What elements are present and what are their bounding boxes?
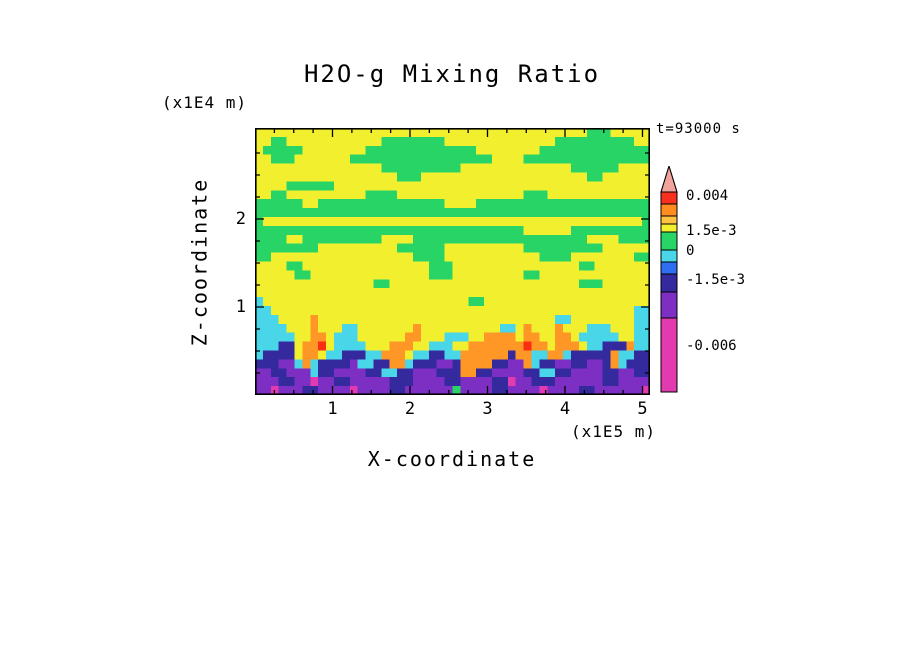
colorbar-labels: 0.004 1.5e-3 0 -1.5e-3 -0.006 [686,166,776,406]
x-axis-unit: (x1E5 m) [570,422,656,441]
colorbar-label: 1.5e-3 [686,223,737,239]
colorbar-segment [660,317,678,393]
y-tick-label: 1 [235,297,246,317]
colorbar-segment [660,191,678,205]
colorbar-segment [660,215,678,225]
x-tick-label: 2 [404,399,416,419]
colorbar-segment [660,261,678,275]
colorbar-arrow [660,166,678,193]
colorbar-label: -1.5e-3 [686,272,746,288]
colorbar-segment [660,291,678,319]
plot-area [255,128,650,395]
x-tick-label: 5 [637,399,648,419]
colorbar-segment [660,203,678,217]
x-tick-label: 4 [559,399,571,419]
colorbar-label: 0 [686,243,695,259]
x-tick-labels: 1 2 3 4 5 [255,399,650,421]
colorbar-segment [660,273,678,293]
x-tick-label: 1 [327,399,338,419]
y-axis-label-wrap: Z-coordinate [186,128,212,395]
time-annotation: t=93000 s [656,121,741,137]
chart-title: H2O-g Mixing Ratio [303,60,601,88]
x-tick-label: 3 [482,399,493,419]
y-axis-unit: (x1E4 m) [162,93,248,112]
colorbar-segments [660,191,678,393]
y-axis-label: Z-coordinate [187,177,211,346]
y-tick-label: 2 [235,209,246,229]
heatmap-canvas [255,128,650,395]
colorbar-segment [660,249,678,263]
colorbar-segment [660,223,678,233]
colorbar-segment [660,231,678,251]
colorbar-svg [660,166,678,393]
colorbar-label: -0.006 [686,338,737,354]
x-axis-label: X-coordinate [367,447,537,471]
colorbar-label: 0.004 [686,188,729,204]
